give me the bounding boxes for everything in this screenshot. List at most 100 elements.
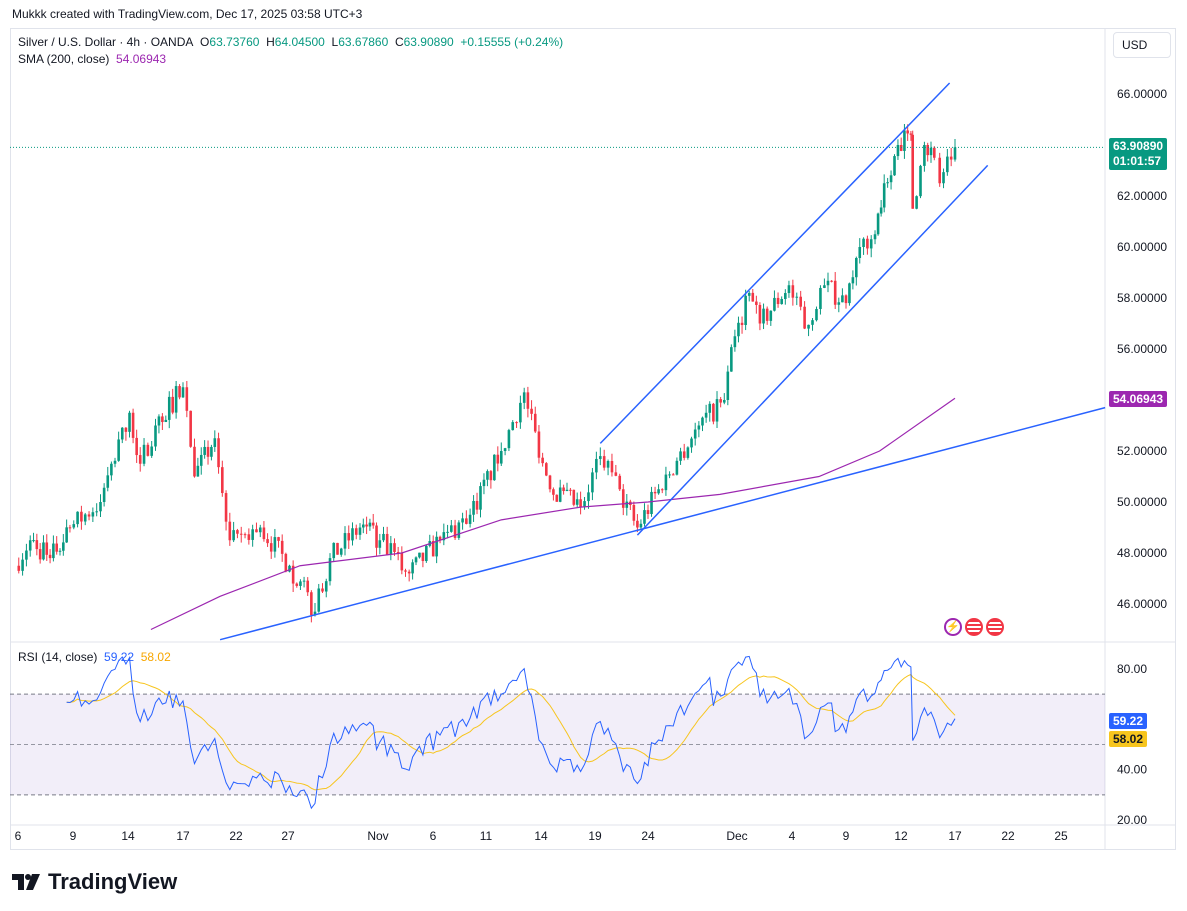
- candle-body: [765, 308, 769, 321]
- symbol-name: Silver / U.S. Dollar · 4h · OANDA: [18, 35, 194, 49]
- candle-body: [269, 543, 273, 552]
- candle-body: [572, 489, 576, 505]
- price-tick-label: 60.00000: [1117, 240, 1167, 254]
- candle-body: [618, 475, 622, 490]
- candle-body: [899, 145, 903, 151]
- candle-body: [425, 545, 428, 562]
- candle-body: [660, 489, 664, 491]
- candle-body: [515, 422, 518, 424]
- time-tick-label: 17: [176, 829, 190, 843]
- candle-body: [730, 347, 733, 372]
- candle-body: [675, 460, 679, 475]
- candle-body: [569, 489, 572, 491]
- candle-body: [435, 536, 438, 557]
- candle-body: [602, 456, 606, 468]
- rsi-tick-label: 80.00: [1117, 662, 1147, 676]
- candle-body: [28, 540, 32, 551]
- candle-body: [232, 530, 235, 541]
- candle-body: [876, 213, 880, 235]
- time-tick-label: Nov: [367, 829, 388, 843]
- candle-body: [72, 524, 76, 528]
- candle-body: [189, 410, 192, 447]
- candle-body: [526, 392, 530, 409]
- trendline: [599, 82, 951, 444]
- candle-body: [199, 454, 203, 466]
- candle-body: [414, 557, 418, 563]
- chart-credit: Mukkk created with TradingView.com, Dec …: [12, 7, 363, 21]
- candle-body: [848, 283, 851, 304]
- candle-body: [906, 130, 909, 134]
- events-icons[interactable]: ⚡: [944, 618, 1004, 636]
- candle-body: [869, 239, 873, 249]
- candle-body: [273, 537, 277, 552]
- candle-body: [946, 156, 949, 173]
- time-tick-label: Dec: [726, 829, 747, 843]
- candle-body: [758, 304, 762, 324]
- candle-body: [128, 412, 131, 432]
- candle-body: [787, 285, 791, 294]
- rsi-legend[interactable]: RSI (14, close) 59.22 58.02: [18, 650, 171, 664]
- candle-body: [21, 559, 24, 571]
- candle-body: [262, 527, 266, 540]
- candle-body: [587, 492, 590, 502]
- close-label: C: [394, 35, 404, 49]
- candle-body: [911, 134, 914, 209]
- candle-body: [919, 165, 922, 197]
- candle-body: [351, 528, 354, 541]
- rsi-line: [66, 655, 956, 810]
- candle-body: [712, 403, 715, 422]
- candle-body: [489, 471, 493, 481]
- candle-body: [138, 455, 142, 464]
- candle-body: [751, 292, 755, 302]
- candle-body: [893, 156, 896, 176]
- candle-body: [657, 489, 660, 494]
- low-value: 63.67860: [338, 35, 389, 49]
- candle-body: [382, 533, 385, 541]
- candle-body: [530, 408, 533, 414]
- candle-body: [157, 416, 161, 426]
- time-tick-label: 17: [948, 829, 962, 843]
- candle-body: [431, 541, 435, 557]
- candle-body: [823, 285, 826, 288]
- candle-body: [811, 320, 814, 325]
- candle-body: [479, 486, 482, 510]
- sma-legend-value: 54.06943: [116, 52, 167, 66]
- candle-body: [833, 280, 837, 305]
- candle-body: [154, 425, 157, 447]
- candle-body: [690, 438, 693, 448]
- candle-body: [206, 446, 210, 457]
- us-flag-icon[interactable]: [965, 618, 983, 636]
- brand-name: TradingView: [48, 869, 178, 894]
- candle-body: [558, 487, 562, 502]
- candle-body: [606, 461, 610, 468]
- candle-body: [446, 531, 449, 533]
- candle-body: [164, 419, 168, 423]
- last-price: 63.90890: [1113, 139, 1164, 153]
- candle-body: [482, 479, 486, 487]
- candle-body: [565, 489, 569, 492]
- sma-price-label: 54.06943: [1109, 391, 1168, 407]
- candle-body: [324, 581, 328, 592]
- lightning-event-icon[interactable]: ⚡: [944, 618, 962, 636]
- candle-body: [562, 487, 565, 492]
- candle-body: [697, 425, 701, 430]
- candle-body: [178, 386, 181, 398]
- candle-body: [693, 429, 697, 439]
- candle-body: [442, 532, 446, 541]
- candle-body: [258, 527, 262, 533]
- candle-body: [704, 412, 708, 418]
- candle-body: [726, 371, 730, 400]
- candle-body: [737, 322, 740, 337]
- symbol-legend[interactable]: Silver / U.S. Dollar · 4h · OANDA O63.73…: [18, 34, 563, 68]
- price-tick-label: 58.00000: [1117, 291, 1167, 305]
- candle-body: [583, 501, 586, 508]
- low-label: L: [331, 35, 339, 49]
- price-tick-label: 50.00000: [1117, 495, 1167, 509]
- candle-body: [378, 540, 382, 548]
- candle-body: [708, 403, 712, 413]
- tradingview-logo[interactable]: TradingView: [12, 869, 177, 895]
- candle-body: [701, 417, 704, 426]
- us-flag-icon[interactable]: [986, 618, 1004, 636]
- currency-button[interactable]: USD: [1113, 32, 1171, 58]
